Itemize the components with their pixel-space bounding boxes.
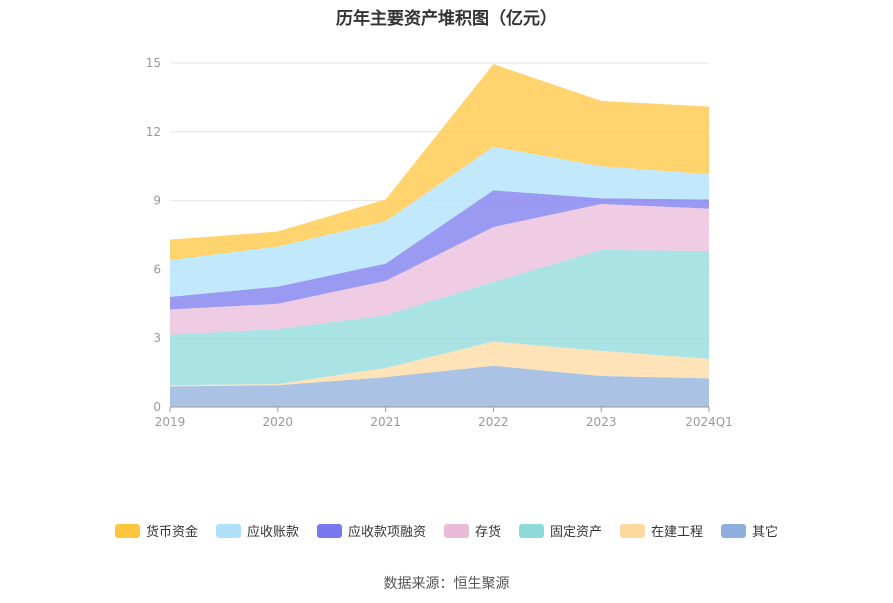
y-tick-label: 12 — [146, 125, 161, 139]
legend-item[interactable]: 存货 — [443, 521, 501, 540]
x-tick-label: 2023 — [586, 415, 617, 429]
area-应收账款 — [170, 146, 709, 297]
legend: 货币资金 应收账款 应收款项融资 存货 固定资产 在建工程 其它 — [0, 521, 893, 540]
legend-label: 在建工程 — [651, 525, 704, 540]
area-货币资金 — [170, 64, 709, 261]
legend-item[interactable]: 应收账款 — [215, 521, 299, 540]
legend-item[interactable]: 其它 — [721, 521, 778, 540]
legend-label: 固定资产 — [550, 525, 603, 540]
area-其它 — [170, 365, 709, 407]
area-存货 — [170, 204, 709, 335]
area-在建工程 — [170, 341, 709, 387]
x-tick-label: 2024Q1 — [685, 415, 733, 429]
y-tick-label: 9 — [153, 194, 161, 208]
y-tick-label: 15 — [146, 56, 161, 70]
y-tick-label: 0 — [153, 400, 161, 414]
x-tick-label: 2020 — [263, 415, 294, 429]
legend-swatch — [215, 523, 241, 538]
legend-swatch — [114, 523, 140, 538]
area-应收款项融资 — [170, 190, 709, 310]
legend-item[interactable]: 货币资金 — [114, 521, 198, 540]
legend-swatch — [443, 523, 469, 538]
legend-item[interactable]: 应收款项融资 — [316, 521, 426, 540]
legend-swatch — [519, 523, 544, 538]
legend-label: 货币资金 — [145, 525, 198, 540]
legend-label: 其它 — [752, 525, 779, 540]
legend-item[interactable]: 固定资产 — [519, 521, 602, 540]
x-axis: 2019 2020 2021 2022 2023 2024Q1 — [155, 406, 733, 429]
area-固定资产 — [170, 249, 709, 386]
chart-title: 历年主要资产堆积图（亿元） — [336, 9, 557, 29]
x-tick-label: 2019 — [155, 415, 186, 429]
legend-swatch — [721, 523, 747, 538]
y-tick-label: 6 — [153, 262, 161, 276]
x-tick-label: 2021 — [370, 415, 401, 429]
area-series — [170, 64, 709, 407]
legend-label: 应收款项融资 — [347, 525, 426, 540]
data-source: 数据来源：恒生聚源 — [383, 576, 510, 592]
x-tick-label: 2022 — [478, 415, 509, 429]
legend-label: 应收账款 — [246, 525, 299, 540]
y-tick-label: 3 — [153, 331, 161, 345]
legend-item[interactable]: 在建工程 — [620, 521, 703, 540]
legend-label: 存货 — [474, 525, 501, 540]
legend-swatch — [316, 523, 342, 538]
legend-swatch — [620, 523, 646, 538]
y-axis: 0 3 6 9 12 15 — [146, 56, 161, 414]
